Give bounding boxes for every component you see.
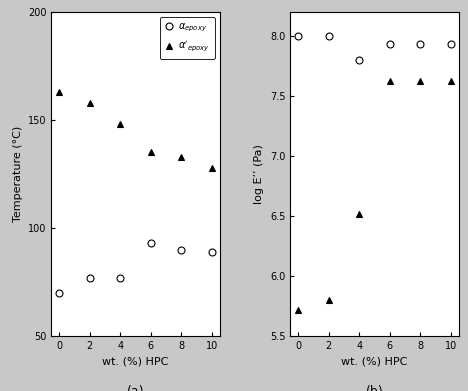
X-axis label: wt. (%) HPC: wt. (%) HPC (341, 357, 408, 367)
Text: (a): (a) (127, 385, 144, 391)
X-axis label: wt. (%) HPC: wt. (%) HPC (102, 357, 169, 367)
Y-axis label: Temperature (°C): Temperature (°C) (13, 126, 22, 222)
Text: (b): (b) (366, 385, 383, 391)
Y-axis label: log E’’ (Pa): log E’’ (Pa) (255, 144, 264, 204)
Legend: $\alpha_{epoxy}$, $\alpha'_{epoxy}$: $\alpha_{epoxy}$, $\alpha'_{epoxy}$ (160, 16, 215, 59)
